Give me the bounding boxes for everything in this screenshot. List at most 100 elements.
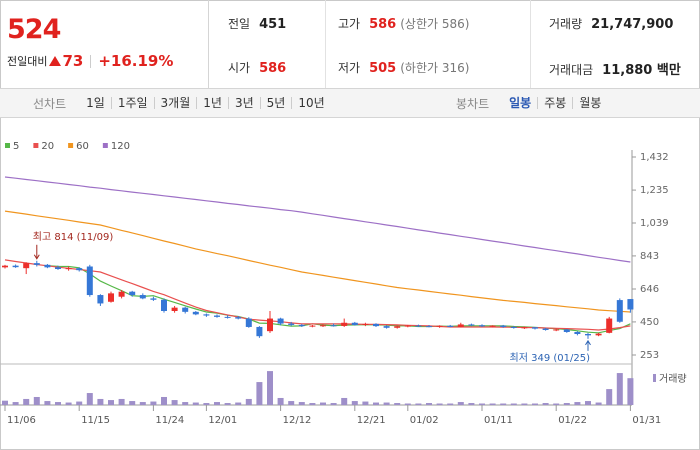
change: 73 <box>62 52 84 70</box>
candle-body <box>108 293 114 302</box>
legend-label: 120 <box>111 141 130 152</box>
summary-item: 전일 451 <box>228 15 286 32</box>
volume-bar <box>214 402 220 405</box>
volume-bar <box>118 398 125 405</box>
change-row: 전일대비 73 +16.19% <box>7 52 173 70</box>
volume-bar <box>129 401 136 405</box>
x-tick-label: 12/12 <box>283 415 312 426</box>
label: 거래대금 <box>549 63 594 77</box>
volume-bar <box>542 403 549 405</box>
value: 505 <box>369 61 397 76</box>
candle-body <box>362 323 369 325</box>
volume-bar <box>150 401 157 405</box>
candle-body <box>627 299 634 310</box>
period-button[interactable]: 1주일 <box>110 97 154 109</box>
label: 거래량 <box>549 17 583 31</box>
annotation: 최저 349 (01/25) <box>510 352 591 364</box>
volume-bar <box>510 403 517 405</box>
toolbar: 선차트 1일 1주일 3개월 1년 3년 5년 10년 봉차트 일봉 주봉 월봉 <box>0 88 700 118</box>
candle-chart-group: 봉차트 일봉 주봉 월봉 <box>456 89 607 117</box>
volume-bar <box>341 397 348 405</box>
candle-body <box>12 265 19 268</box>
price: 524 <box>7 14 61 45</box>
quote-header: 524 전일대비 73 +16.19% 전일 451 고가 586 (상한가 586)… <box>0 0 700 88</box>
value: 586 <box>259 61 287 76</box>
volume-bar <box>436 403 443 405</box>
volume-bar <box>351 401 358 405</box>
volume-bar <box>489 403 496 405</box>
volume-bar <box>595 402 602 405</box>
period-button[interactable]: 일봉 <box>509 96 532 110</box>
y-tick-label: 1,235 <box>640 185 669 196</box>
volume-legend: 거래량 <box>659 373 687 385</box>
annotation-arrowhead <box>33 254 40 260</box>
volume-bar <box>76 401 83 405</box>
candle-body <box>33 263 40 265</box>
volume-bar <box>139 402 146 405</box>
candle-body <box>23 263 30 269</box>
value: 586 <box>369 17 397 32</box>
candle-body <box>447 325 454 327</box>
candle-body <box>129 291 136 296</box>
candle-body <box>542 328 549 330</box>
volume-bar <box>457 402 464 405</box>
period-button[interactable]: 월봉 <box>572 97 607 109</box>
volume-bar <box>192 402 199 405</box>
volume-bar <box>426 403 432 405</box>
period-button[interactable]: 1일 <box>86 96 105 110</box>
volume-bar <box>532 403 538 405</box>
volume-bar <box>288 401 295 405</box>
period-button[interactable]: 1년 <box>196 97 228 109</box>
candle-body <box>383 326 390 328</box>
volume-bar <box>563 403 570 405</box>
candle-body <box>44 264 51 268</box>
volume-bar <box>574 402 581 405</box>
candle-body <box>521 327 528 329</box>
candle-body <box>256 326 263 337</box>
candle-body <box>606 318 613 333</box>
volume-bar <box>65 402 72 405</box>
y-tick-label: 843 <box>640 251 659 262</box>
annotation-arrowhead <box>585 339 591 346</box>
period-button[interactable]: 3개월 <box>153 97 197 109</box>
volume-bar <box>86 393 93 405</box>
candle-body <box>298 324 305 327</box>
candle-body <box>341 322 348 326</box>
value: 21,747,900 <box>591 17 674 32</box>
label: 저가 <box>338 61 361 75</box>
candle-body <box>489 325 496 327</box>
candle-body <box>394 326 401 328</box>
y-tick-label: 1,039 <box>640 218 669 229</box>
x-tick-label: 11/06 <box>7 415 36 426</box>
candle-body <box>288 323 295 325</box>
candle-body <box>404 325 411 327</box>
candle-body <box>245 318 252 327</box>
caption: 봉차트 <box>456 96 490 111</box>
volume-bar <box>320 402 326 405</box>
annotation: 최고 814 (11/09) <box>33 231 114 243</box>
candle-body <box>150 298 157 300</box>
volume-bar <box>394 403 401 405</box>
candle-body <box>436 325 443 327</box>
x-tick-label: 11/24 <box>155 415 184 426</box>
volume-bar <box>108 400 114 405</box>
legend-swatch <box>5 143 10 148</box>
candle-body <box>616 300 623 322</box>
candle-body <box>267 318 273 332</box>
candle-body <box>182 307 189 312</box>
candle-body <box>277 318 284 324</box>
period-button[interactable]: 주봉 <box>537 97 572 109</box>
volume-bar <box>23 398 30 405</box>
period-button[interactable]: 5년 <box>259 97 292 109</box>
volume-bar <box>373 402 379 405</box>
candle-body <box>86 266 93 296</box>
candle-body <box>203 314 210 316</box>
candle-body <box>595 333 602 336</box>
candle-body <box>214 315 220 317</box>
candle-body <box>553 329 560 331</box>
volume-bar <box>606 389 613 405</box>
period-button[interactable]: 10년 <box>291 97 330 109</box>
chart: 253 450 646 843 1,039 1,235 1,432 5 20 60 120 11/06… <box>0 141 687 426</box>
period-button[interactable]: 3년 <box>227 97 260 109</box>
